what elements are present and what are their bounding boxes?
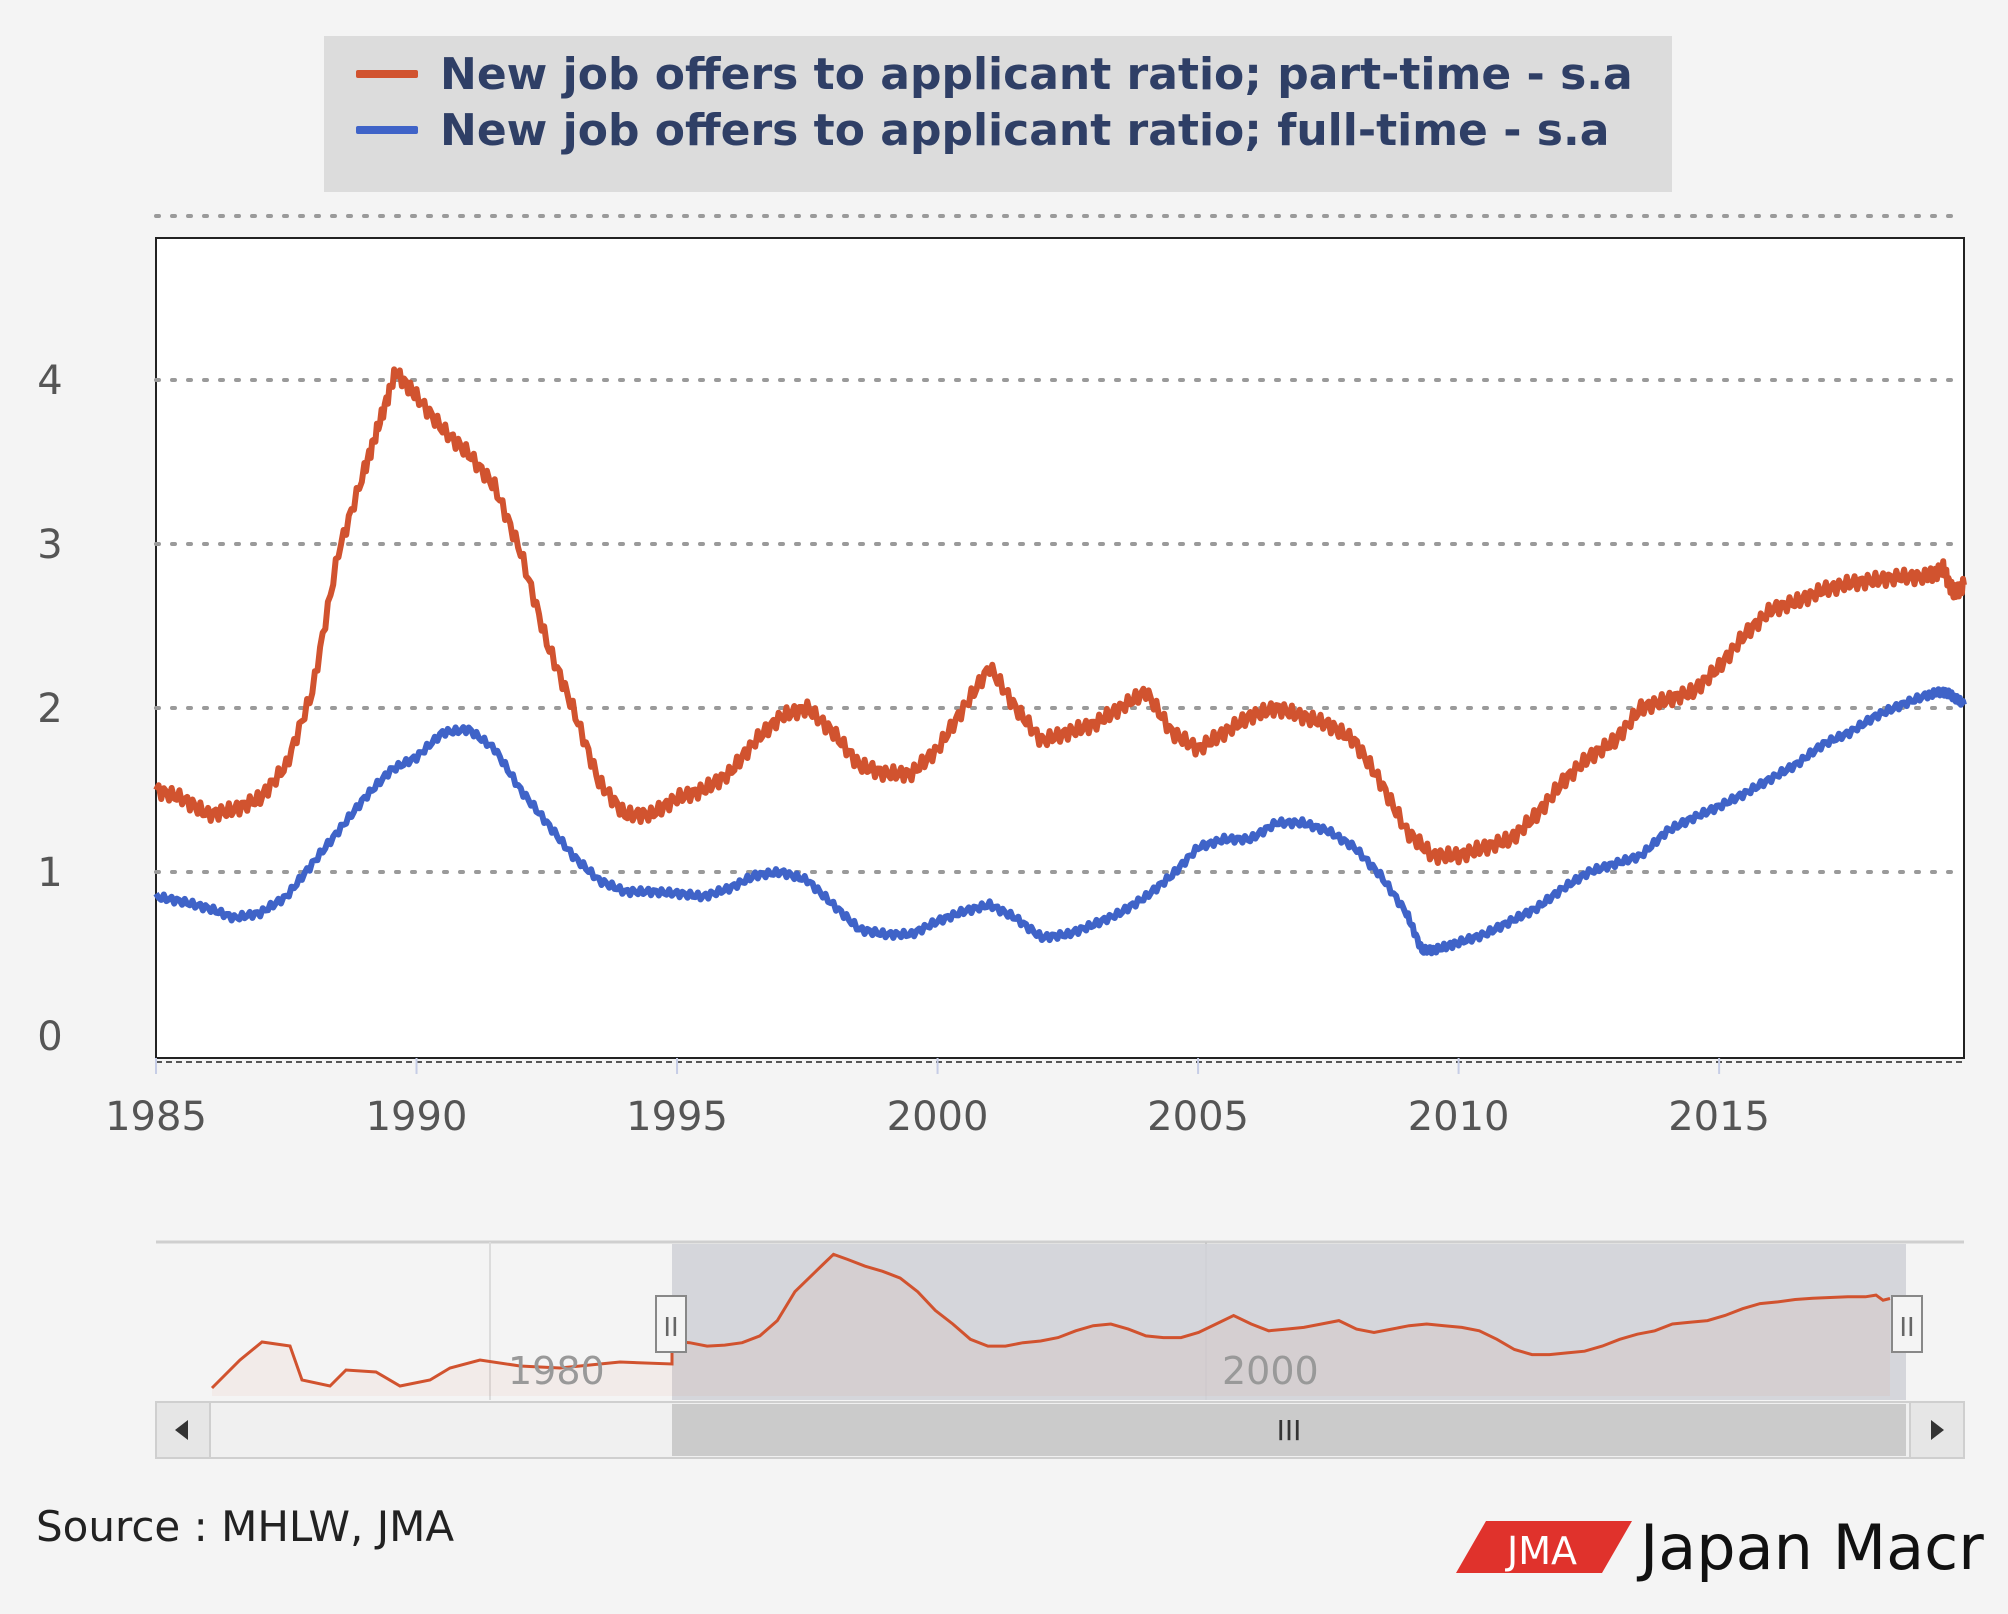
scrollbar-grip-icon: III — [1277, 1414, 1302, 1447]
logo-mark-text: JMA — [1505, 1529, 1577, 1573]
legend-swatch-part-time — [356, 70, 418, 78]
x-tick-label: 1990 — [366, 1094, 468, 1140]
x-tick-label: 2005 — [1147, 1094, 1249, 1140]
legend-item-part-time[interactable]: New job offers to applicant ratio; part-… — [356, 46, 1633, 102]
legend: New job offers to applicant ratio; part-… — [324, 36, 1672, 192]
gridlines — [154, 214, 1966, 1063]
series-line-full-time[interactable] — [153, 686, 1967, 957]
x-tick-label: 2010 — [1408, 1094, 1510, 1140]
y-tick-label: 4 — [37, 358, 62, 404]
legend-label-part-time: New job offers to applicant ratio; part-… — [440, 48, 1633, 100]
scrollbar-thumb[interactable] — [672, 1404, 1906, 1456]
logo-mark: JMA — [1456, 1521, 1632, 1573]
grip-icon: II — [1899, 1313, 1914, 1343]
source-note: Source : MHLW, JMA — [36, 1502, 455, 1551]
y-tick-label: 0 — [37, 1014, 62, 1060]
x-axis-ticks: 1985 1990 1995 2000 2005 2010 2015 — [105, 1058, 1770, 1140]
y-tick-label: 2 — [37, 686, 62, 732]
grip-icon: II — [663, 1313, 678, 1343]
legend-swatch-full-time — [356, 126, 418, 134]
company-logo[interactable]: JMA Japan Macr — [1456, 1511, 1984, 1584]
legend-item-full-time[interactable]: New job offers to applicant ratio; full-… — [356, 102, 1609, 158]
legend-label-full-time: New job offers to applicant ratio; full-… — [440, 104, 1610, 156]
x-tick-label: 1985 — [105, 1094, 207, 1140]
right-arrow-icon — [1931, 1420, 1944, 1440]
navigator-label-2000: 2000 — [1222, 1349, 1319, 1393]
navigator-series-area — [212, 1254, 1890, 1396]
y-axis-ticks: 0 1 2 3 4 — [37, 358, 62, 1060]
series-lines — [153, 366, 1967, 957]
navigator-handle-left[interactable]: II — [655, 1295, 687, 1353]
plot-area — [155, 237, 1965, 1059]
left-arrow-icon — [175, 1420, 188, 1440]
y-tick-label: 3 — [37, 522, 62, 568]
series-line-part-time[interactable] — [153, 366, 1967, 866]
logo-name: Japan Macr — [1640, 1510, 1984, 1584]
navigator-label-1980: 1980 — [508, 1349, 605, 1393]
navigator-handle-right[interactable]: II — [1891, 1295, 1923, 1353]
handle-left-box[interactable] — [655, 1295, 687, 1353]
navigator-series-line — [210, 1252, 1891, 1390]
handle-right-box[interactable] — [1891, 1295, 1923, 1353]
logo-mark-graphic: JMA — [1456, 1521, 1632, 1573]
x-tick-label: 2015 — [1668, 1094, 1770, 1140]
x-tick-label: 1995 — [626, 1094, 728, 1140]
y-tick-label: 1 — [37, 850, 62, 896]
navigator[interactable]: 1980 2000 II II III — [155, 1240, 1965, 1459]
x-tick-label: 2000 — [887, 1094, 989, 1140]
